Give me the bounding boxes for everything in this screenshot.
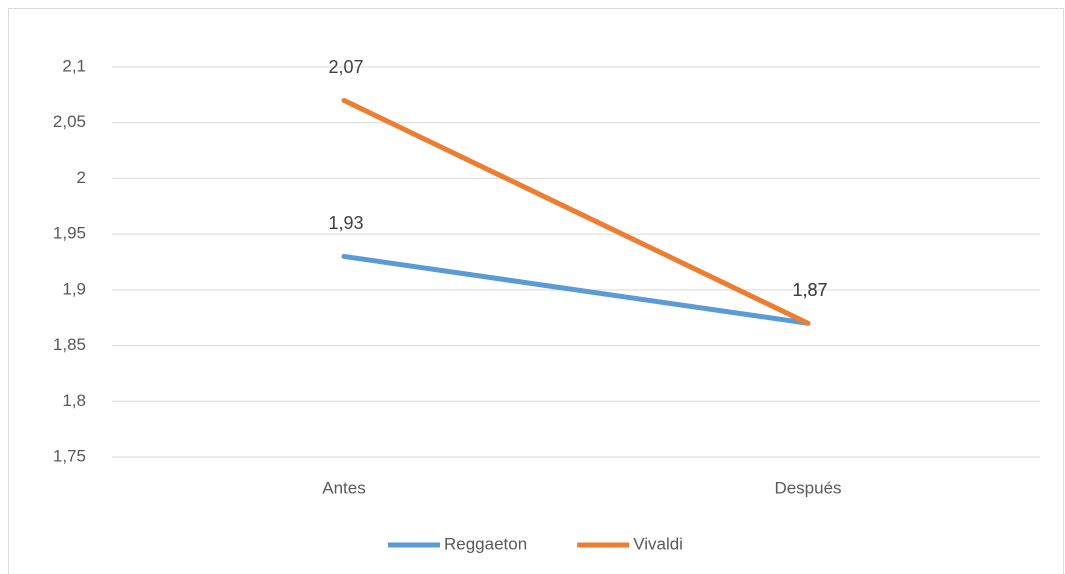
y-tick-label: 2,05 bbox=[53, 112, 86, 131]
x-tick-label: Después bbox=[774, 478, 841, 497]
line bbox=[341, 97, 811, 326]
y-tick-label: 1,95 bbox=[53, 224, 86, 243]
legend-label: Reggaeton bbox=[444, 534, 527, 553]
chart-frame bbox=[8, 8, 1064, 574]
data-label: 1,87 bbox=[792, 280, 827, 300]
y-tick-label: 1,75 bbox=[53, 446, 86, 465]
y-tick-label: 1,9 bbox=[62, 279, 86, 298]
x-tick-label: Antes bbox=[322, 478, 365, 497]
y-tick-label: 2 bbox=[77, 168, 86, 187]
y-tick-label: 2,1 bbox=[62, 56, 86, 75]
line bbox=[341, 253, 811, 326]
y-tick-label: 1,85 bbox=[53, 335, 86, 354]
data-label: 1,87 bbox=[792, 280, 827, 300]
legend-label: Vivaldi bbox=[633, 534, 683, 553]
data-label: 1,93 bbox=[328, 213, 363, 233]
y-tick-label: 1,8 bbox=[62, 391, 86, 410]
data-label: 2,07 bbox=[328, 57, 363, 77]
